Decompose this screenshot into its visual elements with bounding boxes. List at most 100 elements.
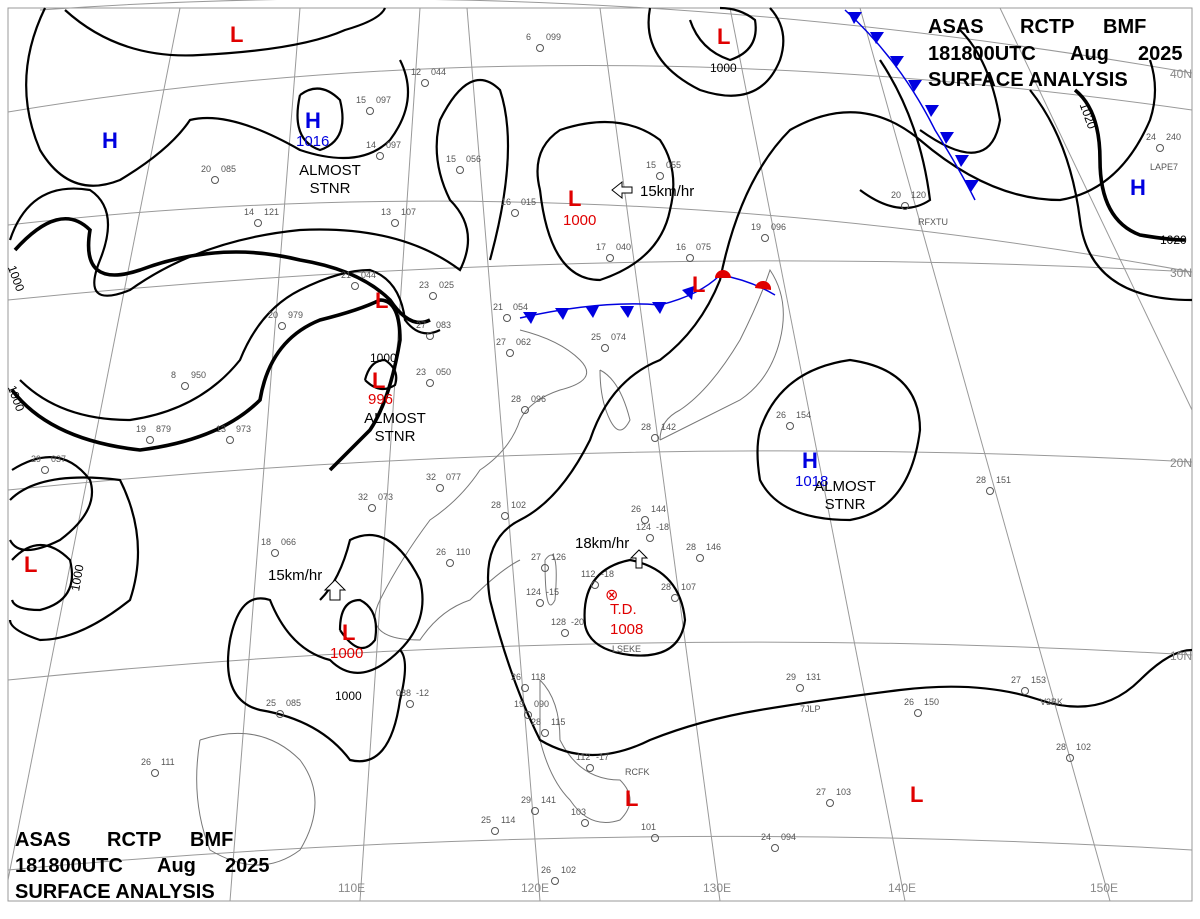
station-marker — [826, 799, 834, 807]
station-marker — [1156, 144, 1164, 152]
svg-text:SURFACE ANALYSIS: SURFACE ANALYSIS — [928, 69, 1128, 91]
svg-text:RCTP: RCTP — [1020, 16, 1074, 38]
station-pressure: 062 — [516, 337, 531, 347]
pressure-systems: H 1016 ALMOST STNR L L 1000 L 996 ALMOST… — [24, 22, 1146, 811]
station-temp: 103 — [571, 807, 586, 817]
td-pressure: 1008 — [610, 621, 643, 638]
station-pressure: 094 — [781, 832, 796, 842]
station-marker — [406, 700, 414, 708]
station-marker — [686, 254, 694, 262]
station-marker — [446, 559, 454, 567]
station-marker — [511, 209, 519, 217]
station-temp: 26 — [436, 547, 446, 557]
svg-text:181800UTC: 181800UTC — [928, 43, 1036, 65]
low-pressure: 996 — [368, 391, 393, 408]
isobar-labels: 1000 1000 1000 1000 1000 1020 1020 — [5, 61, 1187, 703]
station-temp: 124 — [636, 522, 651, 532]
station-temp: 28 — [686, 542, 696, 552]
station-marker — [641, 516, 649, 524]
station-marker — [456, 166, 464, 174]
lon-line-110e — [359, 7, 421, 902]
station-temp: 13 — [216, 424, 226, 434]
station-marker — [501, 512, 509, 520]
station-pressure: 054 — [513, 302, 528, 312]
svg-text:2025: 2025 — [225, 855, 270, 877]
station-pressure: 074 — [611, 332, 626, 342]
station-marker — [503, 314, 511, 322]
station-pressure: 126 — [551, 552, 566, 562]
arrow-icon — [323, 579, 347, 601]
station-temp: 26 — [511, 672, 521, 682]
station-pressure: 120 — [911, 190, 926, 200]
lon-line-150e — [859, 7, 1111, 902]
station-marker — [581, 819, 589, 827]
station-pressure: 097 — [386, 140, 401, 150]
station-marker — [521, 406, 529, 414]
svg-text:BMF: BMF — [190, 829, 233, 851]
station-temp: 101 — [641, 822, 656, 832]
station-marker — [421, 79, 429, 87]
latitude-lines — [7, 0, 1193, 871]
station-pressure: 141 — [541, 795, 556, 805]
station-temp: 12 — [411, 67, 421, 77]
station-marker — [276, 710, 284, 718]
station-temp: 21 — [341, 270, 351, 280]
lat-line-20n — [7, 450, 1193, 491]
station-id: RFXTU — [918, 217, 948, 227]
svg-text:RCTP: RCTP — [107, 829, 161, 851]
svg-text:2025: 2025 — [1138, 43, 1183, 65]
station-temp: 6 — [526, 32, 531, 42]
station-pressure: -18 — [601, 569, 614, 579]
station-marker — [656, 172, 664, 180]
station-temp: 28 — [491, 500, 501, 510]
station-pressure: -18 — [656, 522, 669, 532]
isobar-label: 1000 — [370, 351, 397, 365]
station-id: RCFK — [625, 767, 650, 777]
system-note: ALMOST STNR — [364, 410, 426, 445]
station-id: 7JLP — [800, 704, 821, 714]
station-pressure: 102 — [511, 500, 526, 510]
station-temp: 26 — [541, 865, 551, 875]
station-marker — [1066, 754, 1074, 762]
station-temp: 26 — [631, 504, 641, 514]
high-pressure: 1016 — [296, 133, 329, 150]
svg-text:20N: 20N — [1170, 456, 1192, 470]
station-pressure: 146 — [706, 542, 721, 552]
high-center: H — [102, 128, 118, 153]
station-pressure: 151 — [996, 475, 1011, 485]
station-temp: 21 — [493, 302, 503, 312]
station-marker — [271, 549, 279, 557]
station-pressure: 044 — [431, 67, 446, 77]
station-marker — [181, 382, 189, 390]
svg-text:40N: 40N — [1170, 67, 1192, 81]
motion-speed: 18km/hr — [575, 535, 629, 552]
svg-text:Aug: Aug — [157, 855, 196, 877]
station-pressure: 099 — [546, 32, 561, 42]
low-pressure: 1000 — [330, 645, 363, 662]
station-marker — [671, 594, 679, 602]
low-center: L — [910, 782, 923, 807]
station-pressure: 240 — [1166, 132, 1181, 142]
station-pressure: 150 — [924, 697, 939, 707]
station-marker — [651, 434, 659, 442]
header-title: ASAS RCTP BMF 181800UTC Aug 2025 SURFACE… — [928, 16, 1183, 91]
station-marker — [366, 107, 374, 115]
station-pressure: 950 — [191, 370, 206, 380]
svg-text:10N: 10N — [1170, 649, 1192, 663]
footer-title: ASAS RCTP BMF 181800UTC Aug 2025 SURFACE… — [15, 829, 270, 903]
station-pressure: 142 — [661, 422, 676, 432]
station-pressure: -15 — [546, 587, 559, 597]
station-temp: 17 — [596, 242, 606, 252]
station-marker — [551, 877, 559, 885]
station-pressure: 979 — [288, 310, 303, 320]
station-temp: 19 — [136, 424, 146, 434]
station-temp: 15 — [356, 95, 366, 105]
lat-line-10n — [7, 641, 1193, 681]
station-temp: 8 — [171, 370, 176, 380]
station-marker — [591, 581, 599, 589]
station-temp: 26 — [904, 697, 914, 707]
station-temp: 20 — [268, 310, 278, 320]
